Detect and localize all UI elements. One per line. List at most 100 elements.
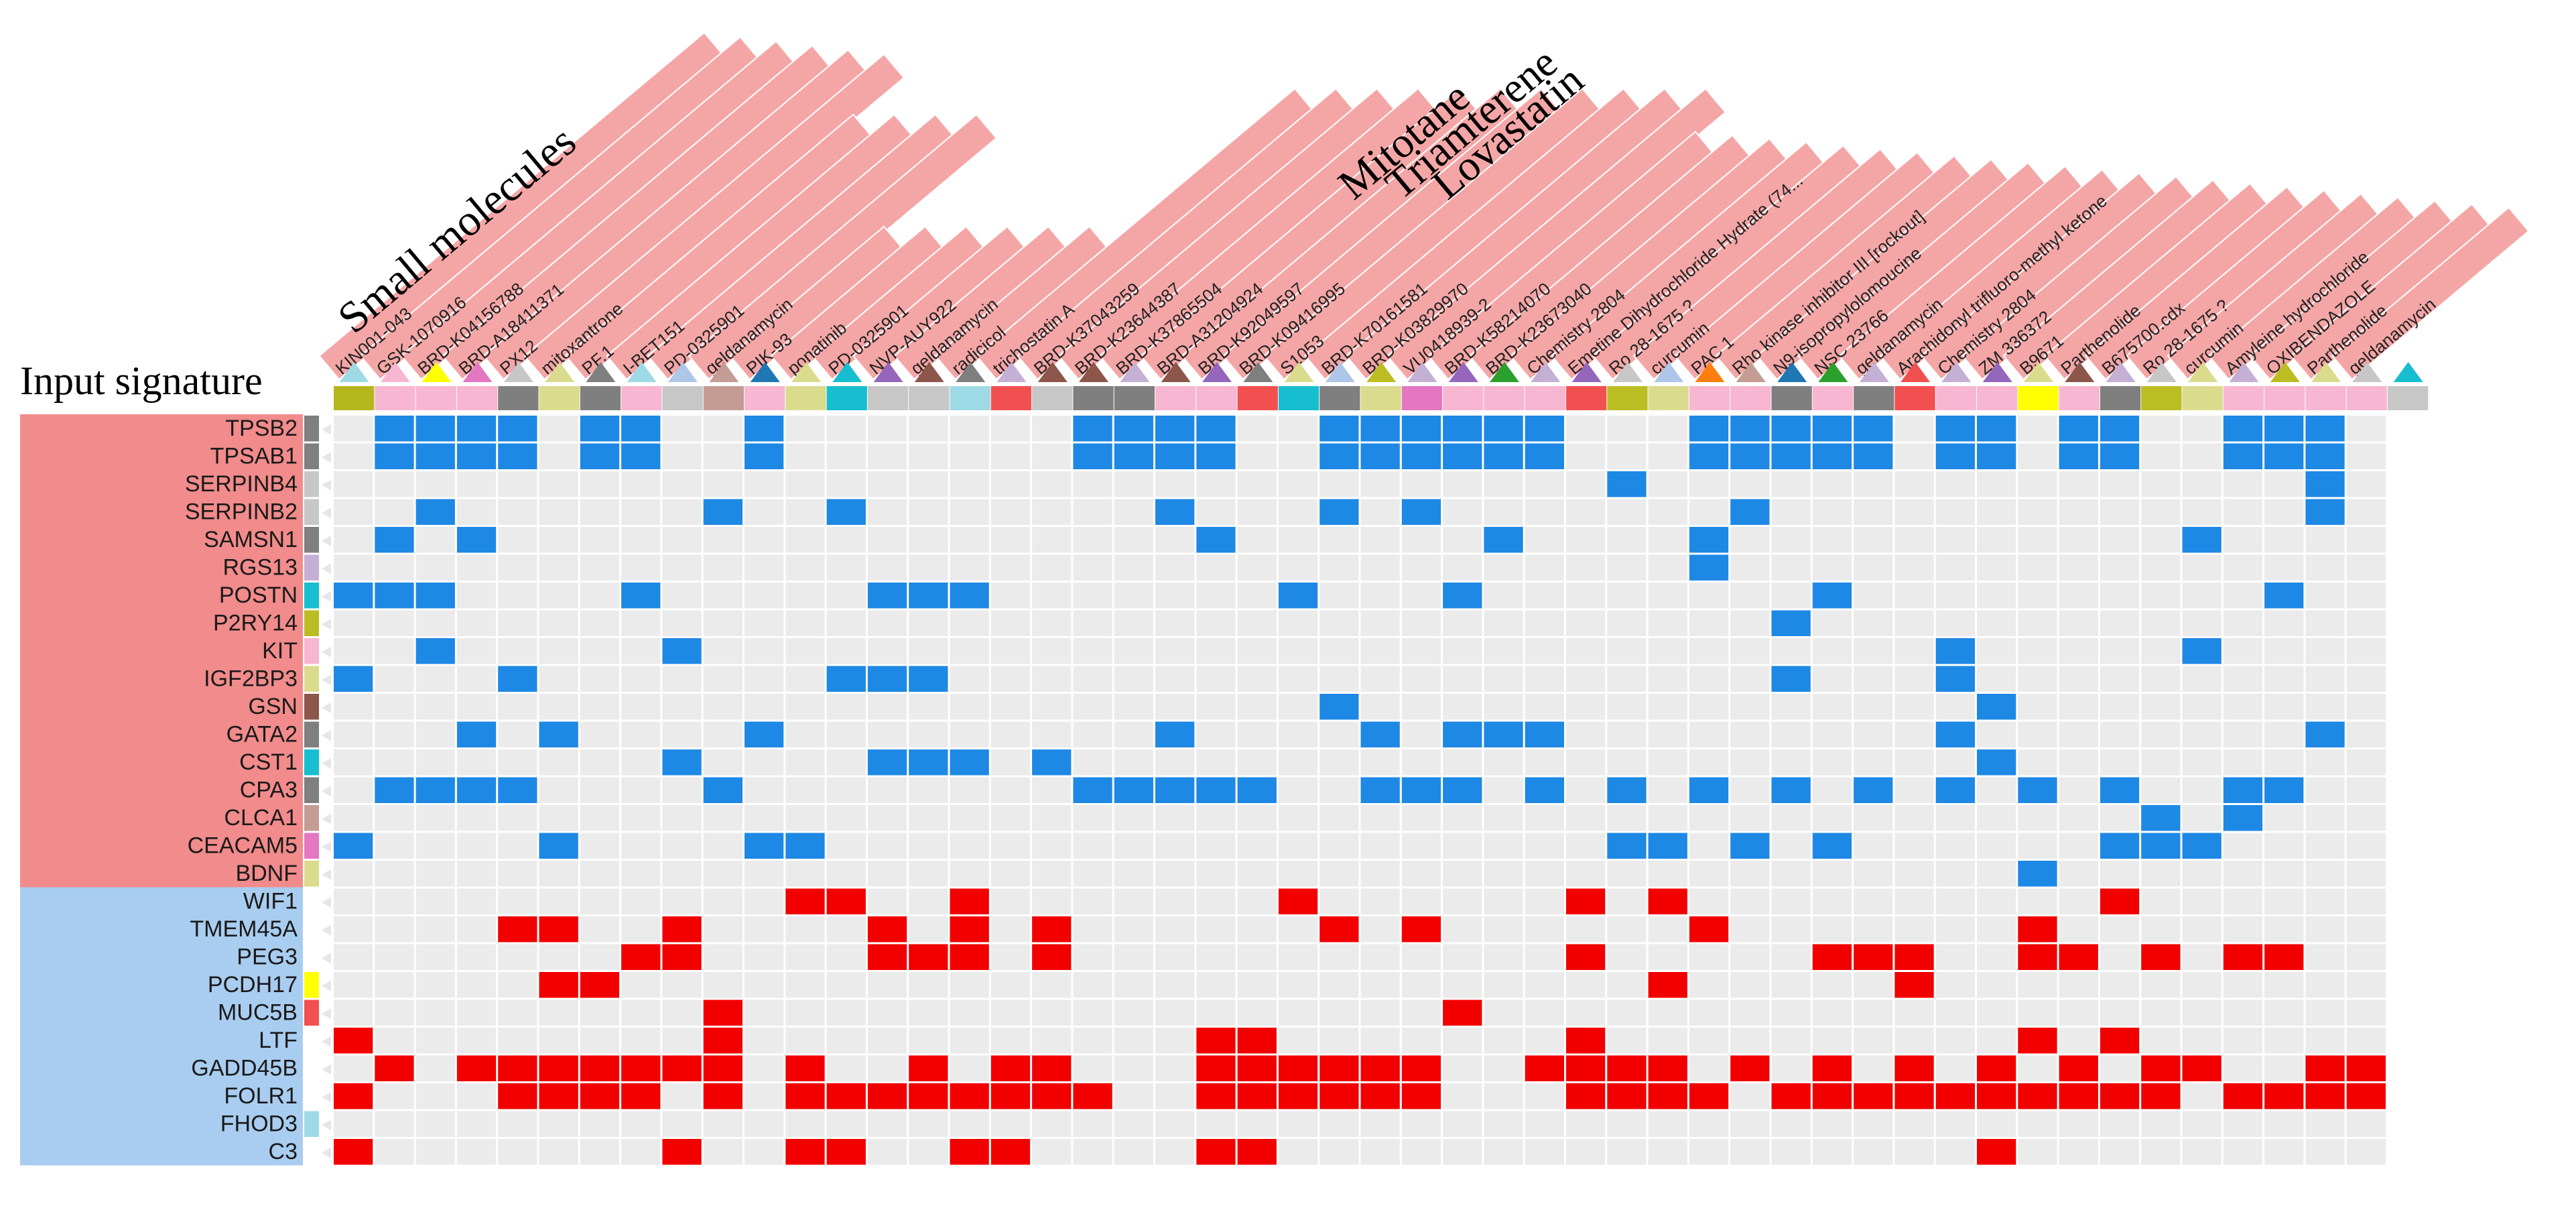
heatmap-cell-FHOD3-1 [375,1111,414,1137]
heatmap-cell-TPSAB1-41 [2018,443,2057,469]
heatmap-cell-CST1-42 [2059,749,2098,776]
heatmap-cell-FHOD3-15 [950,1111,989,1137]
heatmap-cell-BDNF-42 [2059,861,2098,887]
heatmap-cell-BDNF-32 [1648,861,1687,887]
heatmap-cell-TPSB2-46 [2223,416,2263,442]
heatmap-cell-WIF1-24 [1319,888,1359,914]
heatmap-cell-TMEM45A-15 [950,916,989,943]
row-marker-CEACAM5 [304,833,319,859]
heatmap-cell-P2RY14-37 [1854,610,1893,636]
heatmap-cell-RGS13-15 [950,554,989,581]
row-arrow-MUC5B [322,1008,331,1020]
heatmap-cell-CLCA1-22 [1237,805,1277,831]
heatmap-cell-LTF-39 [1935,1028,1975,1054]
heatmap-cell-GATA2-23 [1278,721,1318,747]
heatmap-cell-PCDH17-42 [2059,972,2098,998]
column-triangle-11 [791,362,821,382]
row-marker-SAMSN1 [304,527,319,553]
heatmap-cell-CLCA1-36 [1812,805,1852,831]
heatmap-cell-RGS13-14 [909,554,948,581]
heatmap-cell-LTF-17 [1032,1028,1072,1054]
heatmap-cell-LTF-5 [539,1028,578,1054]
heatmap-cell-CLCA1-18 [1073,805,1112,831]
heatmap-cell-TMEM45A-18 [1073,916,1112,943]
heatmap-cell-SERPINB2-16 [990,499,1031,525]
heatmap-cell-TMEM45A-0 [334,916,373,943]
heatmap-cell-FHOD3-16 [990,1111,1031,1137]
heatmap-cell-FHOD3-4 [498,1111,537,1137]
heatmap-cell-PEG3-25 [1360,944,1400,970]
heatmap-cell-KIT-40 [1977,638,2016,664]
heatmap-cell-POSTN-23 [1278,583,1318,609]
row-arrow-GSN [322,702,331,713]
heatmap-cell-KIT-11 [785,638,825,664]
heatmap-cell-LTF-2 [415,1028,455,1054]
heatmap-cell-SERPINB2-38 [1894,499,1934,525]
heatmap-cell-CST1-1 [375,749,414,776]
row-label-CEACAM5: CEACAM5 [188,833,298,858]
heatmap-cell-LTF-23 [1278,1028,1318,1054]
column-strip-49 [2346,386,2387,410]
heatmap-cell-WIF1-23 [1278,888,1318,914]
heatmap-cell-BDNF-3 [456,861,497,887]
heatmap-cell-SERPINB4-9 [703,471,743,497]
row-marker-CPA3 [304,777,319,803]
heatmap-cell-CEACAM5-44 [2141,833,2181,859]
heatmap-cell-SERPINB2-3 [456,499,497,525]
heatmap-cell-TPSAB1-12 [826,443,866,469]
heatmap-cell-IGF2BP3-12 [826,666,866,692]
row-label-RGS13: RGS13 [223,554,298,580]
heatmap-cell-GATA2-3 [456,721,497,747]
column-strip-32 [1648,386,1689,410]
heatmap-cell-RGS13-22 [1237,554,1277,581]
heatmap-cell-KIT-36 [1812,638,1852,664]
heatmap-cell-BDNF-44 [2141,861,2181,887]
heatmap-cell-IGF2BP3-36 [1812,666,1852,692]
heatmap-cell-TPSB2-23 [1278,416,1318,442]
column-strip-17 [1032,386,1073,410]
heatmap-cell-FOLR1-5 [539,1083,578,1109]
heatmap-cell-GSN-27 [1443,694,1482,720]
heatmap-cell-BDNF-36 [1812,861,1852,887]
heatmap-cell-PCDH17-12 [826,972,866,998]
row-arrow-CPA3 [322,786,331,797]
heatmap-cell-SAMSN1-41 [2018,527,2057,553]
heatmap-cell-FHOD3-24 [1319,1111,1359,1137]
heatmap-cell-CST1-46 [2223,749,2263,776]
heatmap-cell-CPA3-8 [662,777,702,803]
heatmap-cell-KIT-31 [1607,638,1647,664]
heatmap-cell-TPSAB1-44 [2141,443,2181,469]
heatmap-cell-PEG3-9 [703,944,743,970]
heatmap-cell-FHOD3-49 [2346,1111,2386,1137]
heatmap-cell-FOLR1-40 [1977,1083,2016,1109]
heatmap-cell-BDNF-16 [990,861,1031,887]
heatmap-cell-WIF1-26 [1401,888,1441,914]
heatmap-cell-C3-43 [2100,1139,2140,1165]
column-triangle-47 [2270,362,2300,382]
heatmap-cell-MUC5B-18 [1073,999,1112,1026]
heatmap-cell-MUC5B-1 [375,999,414,1026]
column-strip-27 [1443,386,1484,410]
heatmap-cell-GATA2-13 [867,721,907,747]
heatmap-cell-GADD45B-9 [703,1055,743,1081]
heatmap-cell-CLCA1-7 [621,805,661,831]
heatmap-cell-RGS13-1 [375,554,414,581]
heatmap-cell-WIF1-35 [1771,888,1811,914]
heatmap-cell-P2RY14-14 [909,610,948,636]
heatmap-cell-GADD45B-19 [1114,1055,1153,1081]
heatmap-cell-FHOD3-29 [1525,1111,1564,1137]
heatmap-cell-CPA3-21 [1196,777,1236,803]
heatmap-cell-C3-28 [1484,1139,1523,1165]
heatmap-cell-FHOD3-13 [867,1111,907,1137]
heatmap-cell-PEG3-21 [1196,944,1236,970]
heatmap-cell-FHOD3-2 [415,1111,455,1137]
heatmap-cell-CST1-19 [1114,749,1153,776]
heatmap-cell-POSTN-2 [415,583,455,609]
column-strip-9 [703,386,744,410]
heatmap-cell-BDNF-23 [1278,861,1318,887]
heatmap-cell-CPA3-40 [1977,777,2016,803]
column-triangle-30 [1571,362,1602,382]
heatmap-cell-TPSAB1-34 [1730,443,1770,469]
heatmap-cell-MUC5B-43 [2100,999,2140,1026]
heatmap-cell-TPSB2-15 [950,416,989,442]
